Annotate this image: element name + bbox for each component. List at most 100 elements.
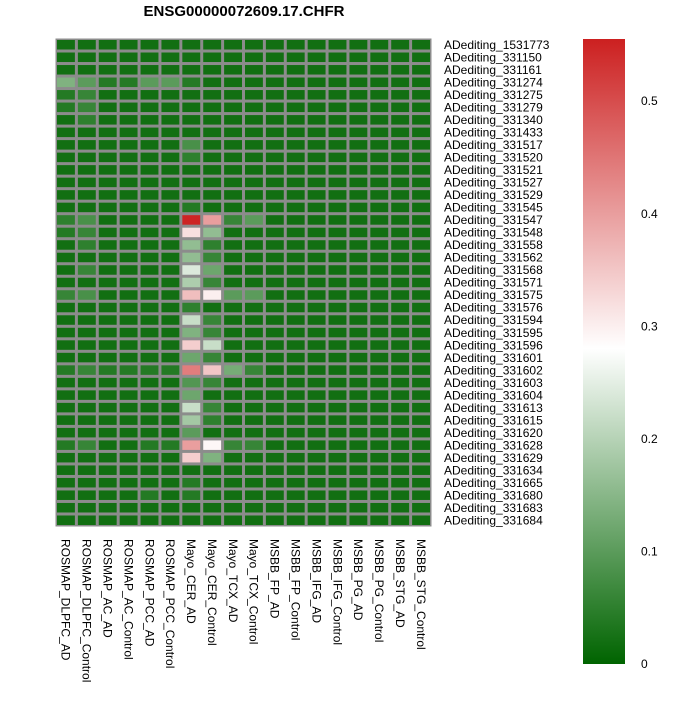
heatmap-cell <box>328 215 347 225</box>
heatmap-cell <box>98 390 117 400</box>
heatmap-cell <box>119 215 138 225</box>
heatmap-cell <box>370 115 389 125</box>
heatmap-cell <box>328 477 347 488</box>
heatmap-cell <box>182 90 201 100</box>
heatmap-cell <box>307 190 326 200</box>
heatmap-cell <box>98 102 117 113</box>
heatmap-cell <box>370 390 389 400</box>
heatmap-cell <box>349 415 368 425</box>
heatmap-cell <box>328 340 347 350</box>
heatmap-cell <box>224 215 242 225</box>
heatmap-cell <box>307 65 326 75</box>
heatmap-cell <box>307 90 326 100</box>
heatmap-cell <box>98 465 117 475</box>
heatmap-cell <box>224 52 242 63</box>
heatmap-cell <box>307 115 326 125</box>
heatmap-cell <box>224 277 242 288</box>
heatmap-cell <box>391 240 410 250</box>
heatmap-cell <box>57 190 75 200</box>
heatmap-cell <box>203 65 222 75</box>
heatmap-cell <box>224 65 242 75</box>
heatmap-cell <box>307 327 326 338</box>
heatmap-cell <box>57 427 75 438</box>
heatmap-cell <box>265 40 284 50</box>
heatmap-cell <box>203 177 222 188</box>
heatmap-cell <box>349 365 368 375</box>
heatmap-cell <box>77 177 96 188</box>
heatmap-cell <box>245 277 263 288</box>
column-label: Mayo_TCX_AD <box>226 539 240 623</box>
row-label: ADediting_331161 <box>444 63 542 77</box>
heatmap-cell <box>328 515 347 525</box>
heatmap-cell <box>265 315 284 325</box>
row-label: ADediting_331521 <box>444 163 543 177</box>
heatmap-cell <box>265 90 284 100</box>
heatmap-cell <box>161 277 180 288</box>
heatmap-cell <box>265 140 284 150</box>
heatmap-cell <box>224 415 242 425</box>
heatmap-cell <box>77 465 96 475</box>
heatmap-cell <box>307 202 326 213</box>
heatmap-cell <box>349 152 368 163</box>
row-label: ADediting_331602 <box>444 363 543 377</box>
heatmap-cell <box>328 490 347 500</box>
heatmap-cell <box>161 515 180 525</box>
heatmap-cell <box>57 165 75 175</box>
colorbar-tick-label: 0.3 <box>641 319 658 333</box>
heatmap-cell <box>161 477 180 488</box>
heatmap-cell <box>349 127 368 138</box>
heatmap-cell <box>57 515 75 525</box>
column-label: ROSMAP_PCC_AD <box>142 539 156 647</box>
heatmap-cell <box>328 277 347 288</box>
row-label: ADediting_331558 <box>444 238 543 252</box>
column-label: MSBB_IFG_AD <box>309 539 323 623</box>
heatmap-cell <box>203 127 222 138</box>
heatmap-cell <box>265 127 284 138</box>
heatmap-cell <box>391 152 410 163</box>
heatmap-cell <box>224 202 242 213</box>
heatmap-cell <box>265 240 284 250</box>
heatmap-cell <box>328 52 347 63</box>
heatmap-cell <box>286 315 305 325</box>
heatmap-cell <box>328 90 347 100</box>
heatmap-cell <box>224 40 242 50</box>
heatmap-cell <box>412 165 430 175</box>
heatmap-cell <box>140 265 159 275</box>
heatmap-cell <box>265 515 284 525</box>
heatmap-cell <box>328 152 347 163</box>
heatmap-cell <box>391 352 410 363</box>
heatmap-cell <box>182 365 201 375</box>
colorbar-tick-label: 0.1 <box>641 545 658 559</box>
heatmap-cell <box>245 177 263 188</box>
heatmap-cell <box>203 427 222 438</box>
heatmap-cell <box>328 227 347 238</box>
heatmap-cell <box>391 227 410 238</box>
heatmap-cell <box>161 402 180 413</box>
heatmap-cell <box>370 315 389 325</box>
heatmap-cell <box>328 140 347 150</box>
row-label: ADediting_331520 <box>444 151 543 165</box>
heatmap-cell <box>140 40 159 50</box>
colorbar-tick-label: 0.5 <box>641 94 658 108</box>
heatmap-cell <box>119 202 138 213</box>
heatmap-cell <box>203 477 222 488</box>
heatmap-cell <box>224 177 242 188</box>
heatmap-cell <box>224 377 242 388</box>
heatmap-cell <box>98 77 117 88</box>
heatmap-cell <box>328 290 347 300</box>
heatmap-cell <box>307 290 326 300</box>
heatmap-cell <box>224 427 242 438</box>
heatmap-cell <box>57 402 75 413</box>
heatmap-cell <box>161 227 180 238</box>
row-label: ADediting_331683 <box>444 501 543 515</box>
heatmap-cell <box>370 515 389 525</box>
heatmap-cell <box>182 115 201 125</box>
heatmap-cell <box>161 240 180 250</box>
heatmap-cell <box>391 277 410 288</box>
heatmap-cell <box>307 477 326 488</box>
heatmap-cell <box>328 240 347 250</box>
heatmap-cell <box>370 415 389 425</box>
heatmap-cell <box>245 352 263 363</box>
heatmap-cell <box>224 115 242 125</box>
heatmap-cell <box>57 490 75 500</box>
